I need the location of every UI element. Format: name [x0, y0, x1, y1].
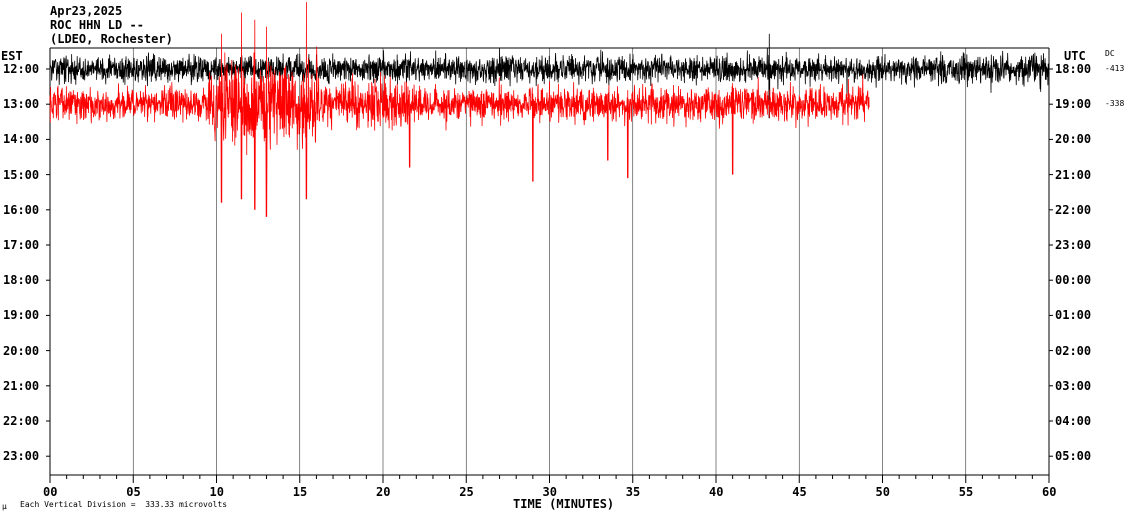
est-hour-label: 23:00 — [3, 449, 40, 464]
utc-hour-label: 23:00 — [1055, 238, 1092, 252]
est-hour-label: 19:00 — [3, 308, 40, 323]
network-name: (LDEO, Rochester) — [50, 32, 173, 46]
est-hour-label: 22:00 — [3, 414, 40, 428]
utc-hour-label: 19:00 — [1055, 97, 1092, 112]
utc-hour-label: 21:00 — [1055, 167, 1092, 182]
est-hour-label: 14:00 — [3, 132, 40, 147]
utc-hour-label: 20:00 — [1055, 132, 1092, 147]
utc-hour-label: 05:00 — [1055, 449, 1092, 464]
est-hour-label: 16:00 — [3, 202, 40, 217]
est-hour-label: 15:00 — [3, 167, 40, 182]
est-hour-label: 18:00 — [3, 273, 40, 288]
x-tick-label: 10 — [209, 485, 224, 499]
utc-hour-label: 04:00 — [1055, 414, 1092, 428]
right-timezone-label: UTC — [1064, 49, 1086, 63]
x-tick-label: 45 — [792, 485, 807, 499]
x-tick-label: 55 — [958, 485, 974, 499]
x-tick-label: 40 — [709, 485, 724, 499]
utc-hour-label: 02:00 — [1055, 343, 1092, 358]
x-tick-label: 15 — [292, 485, 308, 499]
est-hour-label: 13:00 — [3, 97, 40, 112]
utc-hour-label: 01:00 — [1055, 308, 1092, 323]
x-tick-label: 20 — [376, 485, 391, 499]
x-tick-label: 60 — [1042, 485, 1057, 499]
seismic-trace-black — [49, 33, 1050, 119]
scale-note: Each Vertical Division = 333.33 microvol… — [20, 500, 228, 509]
utc-hour-label: 00:00 — [1055, 273, 1092, 288]
x-tick-label: 35 — [625, 485, 641, 499]
est-hour-label: 17:00 — [3, 238, 40, 252]
est-hour-label: 12:00 — [3, 62, 40, 76]
est-hour-label: 21:00 — [3, 378, 40, 393]
x-tick-label: 00 — [43, 485, 58, 499]
utc-hour-label: 22:00 — [1055, 202, 1092, 217]
chart-date: Apr23,2025 — [50, 4, 123, 18]
mu-mark: μ — [2, 502, 7, 511]
time-axis-ticks — [46, 68, 1053, 483]
utc-hour-label: 03:00 — [1055, 378, 1092, 393]
dc-offset-value: -413 — [1105, 64, 1125, 73]
x-tick-label: 05 — [126, 485, 141, 499]
est-hour-label: 20:00 — [3, 343, 40, 358]
x-axis-title: TIME (MINUTES) — [513, 497, 615, 511]
x-tick-label: 50 — [875, 485, 890, 499]
seismic-trace-red — [49, 2, 870, 217]
x-tick-label: 30 — [542, 485, 557, 499]
dc-offset-value: -338 — [1105, 99, 1125, 109]
x-tick-label: 25 — [459, 485, 474, 499]
utc-hour-label: 18:00 — [1055, 62, 1092, 76]
station-code: ROC HHN LD -- — [50, 18, 144, 32]
dc-label: DC — [1105, 49, 1115, 58]
trace-layer — [49, 2, 1050, 217]
left-timezone-label: EST — [1, 49, 23, 63]
